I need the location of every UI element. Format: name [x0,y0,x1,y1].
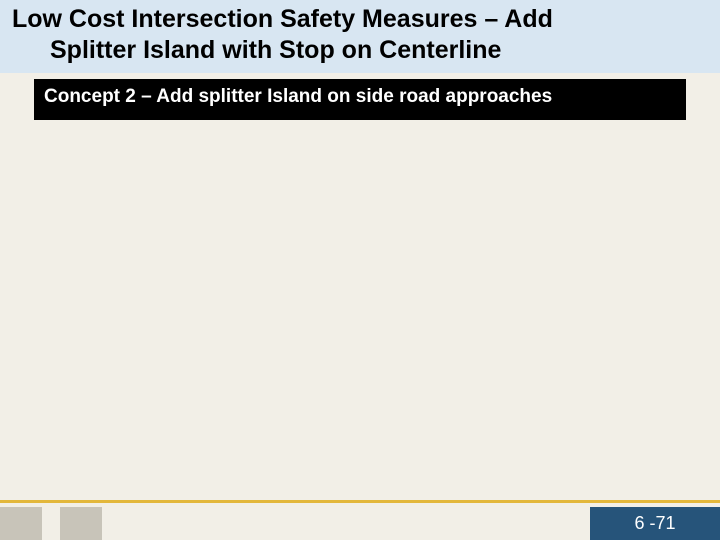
footer-block-1 [0,507,42,540]
footer-bar: 6 -71 [0,507,720,540]
slide-subtitle: Concept 2 – Add splitter Island on side … [44,85,676,109]
slide-title-line2: Splitter Island with Stop on Centerline [10,35,710,66]
slide-footer: 6 -71 [0,500,720,540]
footer-block-2 [60,507,102,540]
footer-spacer-2 [102,507,590,540]
footer-spacer-1 [42,507,60,540]
slide-subtitle-bar: Concept 2 – Add splitter Island on side … [34,79,686,121]
slide-title-line1: Low Cost Intersection Safety Measures – … [10,4,710,35]
page-number: 6 -71 [634,513,675,534]
footer-page-block: 6 -71 [590,507,720,540]
slide-title-bar: Low Cost Intersection Safety Measures – … [0,0,720,73]
slide-body [0,130,720,500]
